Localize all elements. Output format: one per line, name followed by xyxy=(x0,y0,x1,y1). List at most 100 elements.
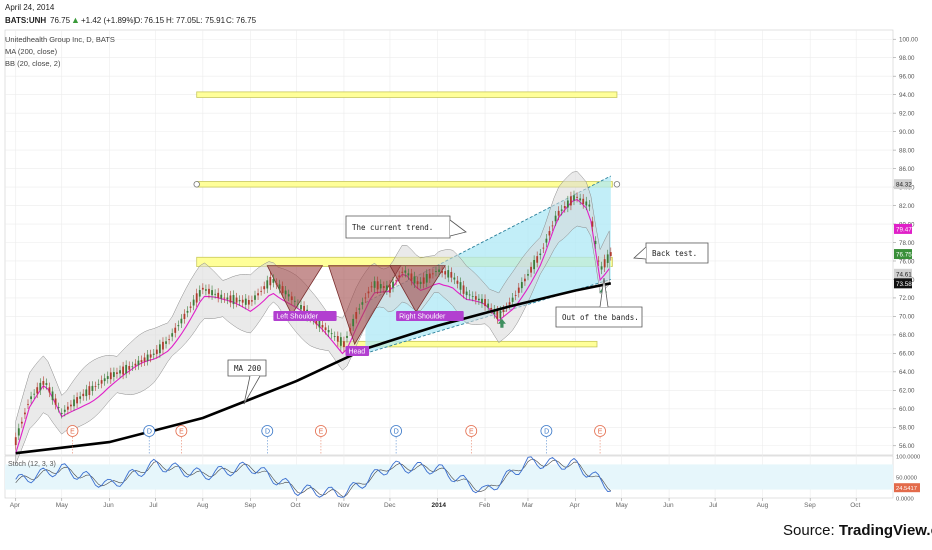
price-candle xyxy=(186,310,189,313)
price-candle xyxy=(321,325,324,328)
price-candle xyxy=(254,295,256,300)
price-candle xyxy=(174,327,177,333)
price-candle xyxy=(82,393,85,397)
price-candle xyxy=(563,205,566,209)
price-candle xyxy=(260,290,263,292)
price-candle xyxy=(36,387,39,394)
out-of-bands-text: Out of the bands. xyxy=(562,313,639,322)
price-candle xyxy=(603,259,606,268)
support-resistance-zone xyxy=(196,91,618,98)
x-tick-label: Jul xyxy=(149,502,158,509)
out-of-bands-box xyxy=(555,306,643,328)
symbol-label[interactable]: BATS:UNH xyxy=(5,16,47,25)
source-brand: TradingView.com xyxy=(838,522,932,539)
price-candle xyxy=(407,273,410,276)
y-tick-label: 88.00 xyxy=(899,147,915,154)
price-candle xyxy=(315,318,318,325)
price-candle xyxy=(42,381,45,385)
price-candle xyxy=(189,306,192,308)
high-value: 77.05 xyxy=(176,16,197,25)
y-tick-label: 70.00 xyxy=(899,314,915,321)
zone-handle-right xyxy=(613,181,621,188)
price-candle xyxy=(594,240,597,245)
price-candle xyxy=(278,284,281,289)
price-axis-badge-text: 76.75 xyxy=(896,252,912,259)
y-tick-label: 92.00 xyxy=(899,110,915,117)
price-candle xyxy=(287,294,290,297)
price-candle xyxy=(487,303,490,308)
x-tick-label: Feb xyxy=(479,502,491,509)
price-candle xyxy=(343,341,345,348)
price-candle xyxy=(97,383,100,385)
price-candle xyxy=(517,287,520,293)
event-marker-icon xyxy=(261,425,274,437)
x-tick-label: Mar xyxy=(522,502,534,509)
pattern-label: Head xyxy=(348,349,365,356)
price-candle xyxy=(266,280,269,289)
y-tick-label: 64.00 xyxy=(899,369,915,376)
price-candle xyxy=(60,412,63,414)
price-candle xyxy=(478,298,480,301)
price-candle xyxy=(456,280,459,284)
close-value: 76.75 xyxy=(236,16,257,25)
price-candle xyxy=(379,284,382,289)
x-tick-label: Jun xyxy=(103,502,114,509)
price-candle xyxy=(444,271,447,275)
price-candle xyxy=(100,380,103,384)
price-candle xyxy=(198,290,201,297)
stoch-tick-label: 50.0000 xyxy=(896,475,917,481)
price-candle xyxy=(597,260,600,262)
event-marker-icon xyxy=(390,425,402,437)
price-candle xyxy=(76,397,78,404)
price-candle xyxy=(284,290,287,295)
price-candle xyxy=(330,333,333,335)
price-candle xyxy=(502,309,505,313)
price-candle xyxy=(490,307,493,310)
price-candle xyxy=(511,297,514,302)
pattern-label-bg xyxy=(396,311,464,321)
last-price: 76.75 xyxy=(50,16,71,25)
event-marker-icon xyxy=(143,425,156,437)
price-candle xyxy=(162,341,164,350)
price-candle xyxy=(361,302,364,305)
price-candle xyxy=(609,252,612,256)
y-tick-label: 76.00 xyxy=(899,258,915,265)
price-candle xyxy=(103,378,106,382)
low-label: L: xyxy=(196,16,203,25)
price-candle xyxy=(481,298,483,304)
price-candle xyxy=(422,277,425,284)
price-candle xyxy=(116,372,118,374)
price-candle xyxy=(398,275,401,278)
y-tick-label: 68.00 xyxy=(899,332,915,339)
header-bar: April 24, 2014 BATS:UNH 76.75 ▲ +1.42 (+… xyxy=(0,0,932,28)
source-caption: Source: TradingView.com xyxy=(783,522,932,539)
price-axis-badge-text: 84.32 xyxy=(896,182,912,189)
price-candle xyxy=(24,412,26,415)
stoch-tick-label: 100.0000 xyxy=(896,454,920,460)
price-candle xyxy=(177,325,180,327)
price-candle xyxy=(159,344,161,354)
x-tick-label: May xyxy=(616,502,629,509)
price-candle xyxy=(122,366,124,375)
y-tick-label: 100.00 xyxy=(899,37,918,44)
price-candle xyxy=(447,270,450,278)
price-candle xyxy=(508,302,511,305)
price-candle xyxy=(112,372,115,377)
price-candle xyxy=(395,280,397,282)
price-candle xyxy=(235,297,238,303)
price-candle xyxy=(346,335,348,338)
price-candle xyxy=(79,396,82,399)
open-label: O: xyxy=(134,16,143,25)
price-candle xyxy=(272,279,275,283)
price-candle xyxy=(462,285,465,294)
price-candle xyxy=(416,281,419,285)
price-candle xyxy=(554,215,557,222)
price-candle xyxy=(459,282,462,290)
out-of-bands-pointer xyxy=(599,277,609,308)
price-candle xyxy=(244,298,247,305)
price-candle xyxy=(281,286,284,294)
price-candle xyxy=(484,299,486,307)
event-marker-icon xyxy=(315,425,327,437)
event-marker-icon xyxy=(540,425,553,437)
